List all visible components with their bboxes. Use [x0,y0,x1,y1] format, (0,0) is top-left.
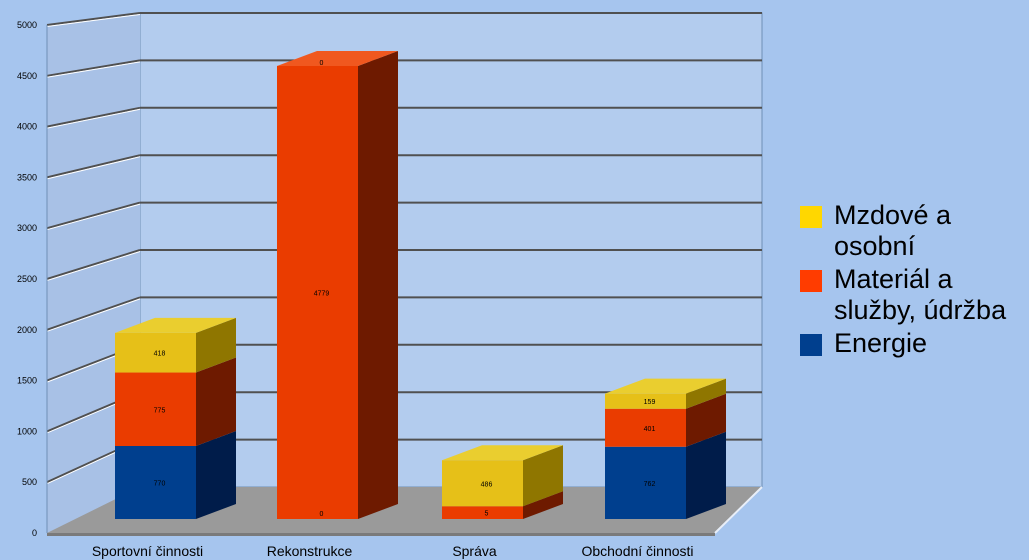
y-tick-label: 0 [32,528,37,538]
bar-side [196,431,236,519]
bar-side [196,317,236,373]
gridline-side [46,201,141,230]
bar-top [605,378,726,394]
y-tick-label: 5000 [17,20,37,30]
bar-top [115,317,236,333]
bar-segment [277,65,358,519]
data-label: 418 [154,351,166,358]
legend: Mzdové a osobní Materiál a služby, údržb… [800,200,1029,361]
legend-swatch-mzdove [800,206,822,228]
gridline-side-highlight [46,14,141,27]
gridline-side-highlight [46,156,141,180]
data-label: 0 [320,511,324,518]
gridline-side [46,249,141,280]
gridline-side [46,154,141,179]
bar-segment [115,332,196,373]
bar-top [442,445,563,461]
bar-side [686,431,726,519]
data-label: 486 [481,481,493,488]
data-label: 5 [485,511,489,518]
chart-floor-edge [47,533,715,536]
x-tick-label: Obchodní činnosti [581,543,693,559]
bar-segment [605,393,686,409]
floor-right-edge [714,486,763,534]
bar-side [523,445,563,507]
bar-side [686,378,726,409]
y-tick-label: 4000 [17,122,37,132]
y-tick-label: 3500 [17,172,37,182]
data-label: 762 [644,481,656,488]
gridline-side-highlight [46,203,141,231]
gridline-side-highlight [46,251,141,281]
gridline-side-highlight [46,298,141,332]
legend-label-energie: Energie [834,328,928,358]
data-label: 401 [644,426,656,433]
bar-side [358,50,398,519]
y-tick-label: 4500 [17,71,37,81]
bar-side [686,393,726,447]
legend-swatch-material [800,270,822,292]
data-label: 775 [154,407,166,414]
bar-segment [605,408,686,447]
legend-item-material: Materiál a služby, údržba [800,264,1029,326]
x-tick-label: Rekonstrukce [267,543,353,559]
legend-item-mzdove: Mzdové a osobní [800,200,1029,262]
legend-label-mzdove: Mzdové a osobní [834,200,952,261]
gridline-side [46,296,141,331]
data-label: 770 [154,481,166,488]
y-tick-label: 3000 [17,223,37,233]
x-tick-label: Sportovní činnosti [92,543,203,559]
bar-side [523,491,563,519]
y-tick-label: 1000 [17,426,37,436]
gridline-side [46,12,141,26]
y-tick-label: 2000 [17,325,37,335]
bar-segment [115,446,196,519]
y-tick-label: 1500 [17,376,37,386]
data-label: 4779 [314,290,330,297]
bar-segment [605,446,686,519]
gridline-side-highlight [46,61,141,78]
y-tick-label: 500 [22,477,37,487]
gridline-side [46,106,141,128]
legend-item-energie: Energie [800,328,1029,359]
legend-swatch-energie [800,334,822,356]
bar-segment [115,372,196,447]
legend-label-material: Materiál a služby, údržba [834,264,1007,325]
data-label: 0 [320,60,324,67]
y-tick-label: 2500 [17,274,37,284]
gridline-side [46,59,141,77]
gridline-side-highlight [46,108,141,129]
x-tick-label: Správa [452,543,497,559]
bar-segment [442,460,523,507]
bar-segment [442,506,523,519]
bar-side [196,357,236,447]
bar-top [277,50,398,66]
data-label: 159 [644,399,656,406]
